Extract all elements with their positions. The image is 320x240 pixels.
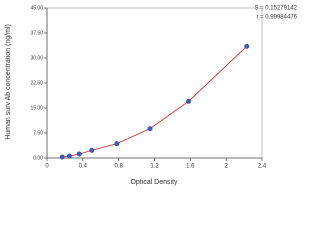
data-point (89, 147, 95, 153)
data-point (186, 98, 191, 104)
y-tick-label: 22.50 (30, 80, 43, 86)
x-tick-label: 1.2 (150, 164, 159, 170)
data-point (66, 153, 72, 159)
y-axis-label: Human surv Ab concentration (ng/ml) (5, 24, 12, 140)
data-point (147, 126, 153, 132)
y-tick-label: 7.50 (33, 130, 43, 136)
chart: S = 0.15279142 r = 0.99984476 Optical De… (0, 0, 300, 200)
data-point (244, 43, 250, 49)
x-axis-label: Optical Density (130, 179, 178, 186)
background (0, 0, 300, 200)
annotation: r = 0.99984476 (256, 15, 297, 21)
x-tick-label: 0.8 (114, 164, 123, 170)
y-tick-label: 30.00 (30, 55, 43, 61)
y-tick-label: 0.00 (33, 155, 43, 161)
x-tick-label: 1.6 (186, 164, 195, 170)
x-tick-label: 0 (45, 164, 49, 170)
y-tick-label: 45.00 (30, 5, 43, 11)
x-tick-label: 0.4 (79, 164, 88, 170)
x-tick-label: 2.4 (258, 164, 267, 170)
x-tick-label: 2 (224, 164, 228, 170)
data-point (59, 154, 65, 160)
data-point (76, 151, 82, 157)
annotation: S = 0.15279142 (254, 6, 297, 12)
y-tick-label: 37.50 (30, 30, 43, 36)
y-tick-label: 15.00 (30, 105, 43, 111)
data-point (114, 141, 120, 147)
